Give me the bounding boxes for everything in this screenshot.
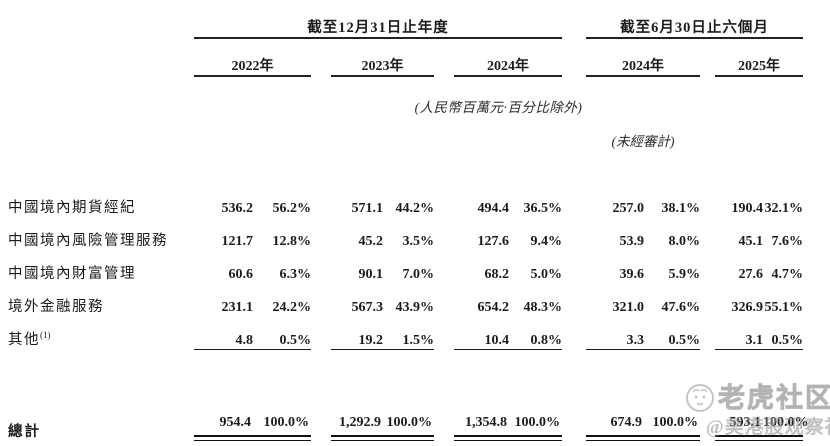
cell-value: 654.2 — [477, 300, 510, 315]
cell-value: 45.1 — [738, 234, 764, 249]
total-value: 1,354.8 — [454, 393, 509, 441]
year-header-2024-interim: 2024年 — [586, 38, 700, 77]
total-value: 674.9 — [586, 393, 644, 441]
year-header-row: 2022年 2023年 2024年 2024年 2025年 — [8, 38, 803, 77]
cell-percent: 0.5% — [644, 316, 700, 350]
cell-percent: 56.2% — [272, 201, 312, 216]
double-rule — [331, 435, 383, 441]
total-percent: 100.0% — [383, 393, 434, 441]
year-header-2023: 2023年 — [331, 38, 434, 77]
cell-percent: 5.0% — [530, 267, 563, 282]
cell-value: 121.7 — [221, 234, 254, 249]
period-header-interim: 截至6月30日止六個月 — [586, 0, 803, 39]
period-group-header-row: 截至12月31日止年度 截至6月30日止六個月 — [8, 0, 803, 39]
cell-value: 3.1 — [715, 316, 763, 350]
year-header-2025-interim: 2025年 — [715, 38, 803, 77]
cell-value: 45.2 — [358, 234, 384, 249]
cell-percent: 6.3% — [279, 267, 312, 282]
cell-percent: 7.0% — [402, 267, 435, 282]
table-row-risk-management: 中國境內風險管理服務 121.7 12.8% 45.2 3.5% 127.6 9… — [8, 217, 803, 250]
cell-value: 257.0 — [612, 201, 645, 216]
year-header-2024: 2024年 — [454, 38, 562, 77]
unaudited-note-row: (未經審計) — [8, 116, 803, 150]
cell-value: 326.9 — [731, 300, 764, 315]
row-label: 境外金融服務 — [8, 299, 104, 315]
cell-value: 27.6 — [738, 267, 764, 282]
cell-percent: 24.2% — [272, 300, 312, 315]
unit-note-row: (人民幣百萬元·百分比除外) — [8, 76, 803, 116]
row-label: 其他(1) — [8, 330, 51, 348]
total-percent: 100.0% — [644, 393, 700, 441]
row-label: 中國境內風險管理服務 — [8, 233, 168, 249]
cell-value: 127.6 — [477, 234, 510, 249]
cell-value: 190.4 — [731, 201, 764, 216]
cell-percent: 0.5% — [253, 316, 311, 350]
row-label: 中國境內財富管理 — [8, 266, 136, 282]
cell-percent: 9.4% — [530, 234, 563, 249]
cell-value: 19.2 — [331, 316, 383, 350]
cell-percent: 48.3% — [523, 300, 563, 315]
cell-percent: 43.9% — [395, 300, 435, 315]
cell-percent: 0.5% — [763, 316, 803, 350]
cell-percent: 44.2% — [395, 201, 435, 216]
revenue-breakdown-table: 截至12月31日止年度 截至6月30日止六個月 2022年 2023年 2024… — [8, 0, 809, 441]
table-row-total: 總計 954.4 100.0% 1,292.9 100.0% 1,354.8 1… — [8, 393, 809, 441]
cell-value: 68.2 — [484, 267, 510, 282]
cell-percent: 12.8% — [272, 234, 312, 249]
cell-percent: 7.6% — [771, 234, 804, 249]
row-label: 中國境內期貨經紀 — [8, 200, 136, 216]
cell-percent: 55.1% — [764, 300, 804, 315]
double-rule — [509, 435, 562, 441]
period-header-annual: 截至12月31日止年度 — [194, 0, 562, 39]
cell-percent: 3.5% — [402, 234, 435, 249]
cell-percent: 38.1% — [661, 201, 701, 216]
total-percent: 100.0% — [763, 393, 809, 441]
cell-percent: 32.1% — [764, 201, 804, 216]
cell-value: 60.6 — [228, 267, 254, 282]
footnote-ref: (1) — [40, 330, 51, 341]
unit-note: (人民幣百萬元·百分比除外) — [414, 100, 583, 115]
table-row-wealth-management: 中國境內財富管理 60.6 6.3% 90.1 7.0% 68.2 5.0% 3… — [8, 250, 803, 283]
cell-value: 567.3 — [351, 300, 384, 315]
cell-percent: 8.0% — [668, 234, 701, 249]
cell-value: 4.8 — [194, 316, 253, 350]
cell-value: 536.2 — [221, 201, 254, 216]
total-percent: 100.0% — [509, 393, 562, 441]
cell-value: 494.4 — [477, 201, 510, 216]
double-rule — [454, 435, 509, 441]
cell-percent: 36.5% — [523, 201, 563, 216]
total-value: 1,292.9 — [331, 393, 383, 441]
table-row-overseas-financial: 境外金融服務 231.1 24.2% 567.3 43.9% 654.2 48.… — [8, 283, 803, 316]
cell-value: 321.0 — [612, 300, 645, 315]
double-rule — [194, 435, 253, 441]
cell-value: 231.1 — [221, 300, 254, 315]
cell-percent: 4.7% — [771, 267, 804, 282]
unaudited-note: (未經審計) — [611, 134, 675, 149]
double-rule — [586, 435, 644, 441]
total-label: 總計 — [8, 424, 41, 440]
cell-value: 10.4 — [454, 316, 509, 350]
double-rule — [383, 435, 434, 441]
double-rule — [644, 435, 700, 441]
cell-value: 571.1 — [351, 201, 384, 216]
cell-percent: 0.8% — [509, 316, 562, 350]
cell-value: 39.6 — [619, 267, 645, 282]
double-rule — [715, 435, 763, 441]
double-rule — [763, 435, 803, 441]
cell-percent: 5.9% — [668, 267, 701, 282]
total-value: 954.4 — [194, 393, 253, 441]
year-header-2022: 2022年 — [194, 38, 311, 77]
cell-value: 90.1 — [358, 267, 384, 282]
table-row-others: 其他(1) 4.8 0.5% 19.2 1.5% 10.4 0.8% 3.3 0… — [8, 316, 803, 350]
total-percent: 100.0% — [253, 393, 311, 441]
total-value: 593.1 — [715, 393, 763, 441]
double-rule — [253, 435, 311, 441]
table-row-futures-brokerage: 中國境內期貨經紀 536.2 56.2% 571.1 44.2% 494.4 3… — [8, 184, 803, 217]
cell-value: 53.9 — [619, 234, 645, 249]
cell-value: 3.3 — [586, 316, 644, 350]
cell-percent: 47.6% — [661, 300, 701, 315]
cell-percent: 1.5% — [383, 316, 434, 350]
